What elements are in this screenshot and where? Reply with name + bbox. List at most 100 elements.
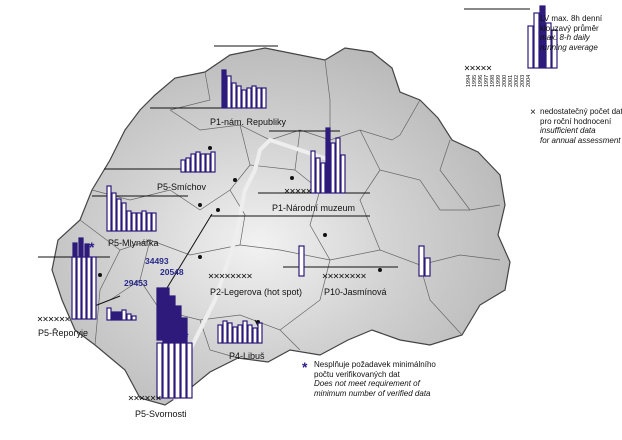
bar xyxy=(545,22,552,69)
station-p5-reporyje: P5-Řeporyje xyxy=(38,328,89,338)
bar xyxy=(257,322,263,344)
insufficient-data-mark xyxy=(344,273,350,279)
insufficient-data-mark xyxy=(295,188,301,194)
insufficient-data-mark xyxy=(208,273,214,279)
station-p5-svornosti: P5-Svornosti xyxy=(135,409,187,419)
bar xyxy=(180,342,187,399)
station-p5-smichov: P5-Smíchov xyxy=(157,182,207,192)
bar xyxy=(162,287,170,344)
insufficient-data-mark xyxy=(470,65,475,71)
insufficient-data-mark xyxy=(145,395,150,401)
insufficient-data-mark xyxy=(301,188,306,194)
bar xyxy=(252,327,258,344)
bar xyxy=(340,154,346,194)
insufficient-data-mark xyxy=(241,273,247,279)
insufficient-data-mark xyxy=(322,273,328,279)
insufficient-data-mark xyxy=(128,395,134,401)
bar xyxy=(174,342,181,399)
bar xyxy=(325,127,331,194)
insufficient-data-mark xyxy=(486,65,492,71)
insufficient-data-mark xyxy=(37,316,43,322)
bar xyxy=(310,150,316,194)
bar xyxy=(186,342,193,399)
insufficient-data-mark xyxy=(355,273,361,279)
insufficient-data-mark xyxy=(59,316,65,322)
legend-limit: LV max. 8h denní klouzavý průměr max. 8-… xyxy=(540,14,603,52)
insufficient-data-mark xyxy=(156,395,161,401)
bar xyxy=(256,87,262,109)
bar xyxy=(116,311,122,321)
bar xyxy=(246,87,252,109)
bar xyxy=(81,256,87,320)
bar xyxy=(126,210,132,232)
bar xyxy=(221,69,227,109)
star-icon: * xyxy=(302,359,308,375)
bar xyxy=(131,315,137,321)
bar xyxy=(84,243,90,258)
bar xyxy=(231,82,237,109)
bar xyxy=(71,256,77,320)
value-label: 29453 xyxy=(124,278,148,288)
bar xyxy=(106,185,112,232)
bar xyxy=(241,89,247,109)
bar xyxy=(131,212,137,232)
bar xyxy=(551,29,558,69)
bar xyxy=(217,324,223,344)
bar xyxy=(200,153,206,173)
insufficient-data-mark xyxy=(464,65,470,71)
insufficient-data-mark xyxy=(361,273,366,279)
insufficient-data-mark xyxy=(247,273,252,279)
insufficient-data-mark xyxy=(139,395,145,401)
bar xyxy=(190,153,196,173)
station-p1-narodni-muzeum: P1-Národní muzeum xyxy=(272,203,356,213)
bar xyxy=(116,198,122,232)
insufficient-data-mark xyxy=(339,273,344,279)
insufficient-data-mark xyxy=(219,273,225,279)
insufficient-data-mark xyxy=(481,65,486,71)
bar xyxy=(315,157,321,194)
bar xyxy=(533,12,540,69)
insufficient-data-mark xyxy=(230,273,236,279)
bar xyxy=(121,309,127,321)
station-p10-jasminova: P10-Jasmínová xyxy=(324,287,387,297)
insufficient-data-mark xyxy=(214,273,219,279)
station-p1-nam-republiky: P1-nám. Republiky xyxy=(210,117,287,127)
star-icon: * xyxy=(183,329,189,345)
legend-star: Nesplňuje požadavek minimálního počtu ve… xyxy=(314,360,436,398)
insufficient-data-icon: × xyxy=(530,107,536,118)
bar xyxy=(335,137,341,194)
value-label: 20548 xyxy=(160,267,184,277)
star-icon: * xyxy=(89,239,95,255)
bar xyxy=(242,320,248,344)
station-p2-legerova: P2-Legerova (hot spot) xyxy=(210,287,303,297)
insufficient-data-mark xyxy=(284,188,290,194)
insufficient-data-mark xyxy=(475,65,481,71)
insufficient-data-mark xyxy=(134,395,139,401)
bar xyxy=(86,256,92,320)
bar xyxy=(232,326,238,344)
bar xyxy=(298,245,305,277)
insufficient-data-mark xyxy=(306,188,312,194)
river xyxy=(173,137,331,401)
insufficient-data-mark xyxy=(350,273,355,279)
bar xyxy=(174,305,182,344)
bar xyxy=(136,212,142,232)
bar xyxy=(162,342,169,399)
bar xyxy=(247,324,253,344)
bar xyxy=(156,342,163,399)
bar xyxy=(156,287,164,341)
bar xyxy=(185,157,191,173)
insufficient-data-mark xyxy=(54,316,59,322)
insufficient-data-mark xyxy=(290,188,295,194)
bar xyxy=(330,142,336,194)
bar xyxy=(222,320,228,344)
insufficient-data-mark xyxy=(236,273,241,279)
insufficient-data-mark xyxy=(43,316,48,322)
bar xyxy=(141,210,147,232)
station-p4-libus: P4-Libuš xyxy=(229,351,265,361)
bar xyxy=(210,151,216,173)
bar xyxy=(180,159,186,173)
bar xyxy=(424,257,431,277)
bar xyxy=(72,242,78,258)
